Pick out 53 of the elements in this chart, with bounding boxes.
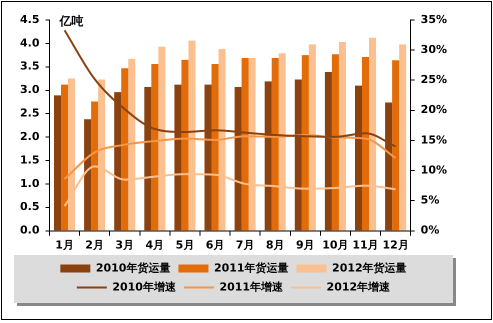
y2-tick-label: 20% — [420, 103, 448, 116]
y2-tick-label: 25% — [420, 73, 448, 86]
bar — [84, 119, 92, 230]
bar — [54, 95, 62, 230]
y-tick-label: 2.0 — [20, 130, 40, 143]
legend-label: 2010年增速 — [112, 280, 177, 294]
x-tick-label: 3月 — [115, 238, 134, 252]
x-tick-label: 8月 — [266, 238, 285, 252]
y-tick-label: 1.5 — [20, 153, 40, 166]
line-series — [64, 134, 397, 180]
bar — [91, 102, 98, 230]
x-tick-label: 10月 — [322, 238, 349, 252]
bar — [332, 54, 339, 230]
x-tick-label: 12月 — [382, 238, 409, 252]
bar — [212, 64, 219, 230]
x-tick-label: 4月 — [146, 238, 164, 252]
legend-label: 2011年增速 — [219, 280, 284, 294]
bar — [302, 55, 309, 230]
y2-tick-label: 15% — [420, 133, 448, 146]
x-tick-label: 9月 — [296, 238, 315, 252]
y2-tick-label: 0% — [420, 224, 440, 237]
legend-label: 2010年货运量 — [96, 261, 170, 274]
legend-label: 2012年增速 — [326, 280, 392, 294]
bar — [362, 57, 370, 230]
bar — [392, 60, 400, 230]
x-tick-label: 6月 — [206, 238, 224, 252]
x-tick-label: 2月 — [85, 238, 104, 252]
y-tick-label: 3.0 — [20, 83, 40, 96]
y-tick-label: 2.5 — [20, 106, 40, 120]
x-tick-label: 1月 — [55, 238, 74, 252]
bar — [61, 84, 68, 230]
y-tick-label: 4.0 — [20, 36, 40, 50]
legend-label: 2011年货运量 — [214, 261, 289, 274]
y-tick-label: 1.0 — [20, 176, 40, 190]
y2-tick-label: 10% — [420, 163, 448, 176]
x-tick-label: 11月 — [352, 238, 379, 252]
y2-tick-label: 30% — [420, 42, 448, 56]
bar — [242, 58, 249, 230]
y-tick-label: 0.0 — [20, 224, 40, 237]
bar — [181, 60, 188, 230]
bar — [399, 44, 406, 230]
x-tick-label: 5月 — [176, 238, 194, 252]
bar — [272, 58, 279, 230]
x-tick-label: 7月 — [236, 238, 254, 252]
y2-tick-label: 35% — [420, 12, 448, 26]
y-tick-label: 0.5 — [20, 200, 40, 214]
y-tick-label: 3.5 — [20, 60, 40, 73]
bar — [151, 64, 158, 230]
legend-label: 2012年货运量 — [332, 261, 407, 274]
y-tick-label: 4.5 — [20, 12, 40, 26]
bar — [121, 68, 128, 230]
y-axis-title: 亿吨 — [58, 14, 84, 28]
y2-tick-label: 5% — [420, 194, 440, 207]
